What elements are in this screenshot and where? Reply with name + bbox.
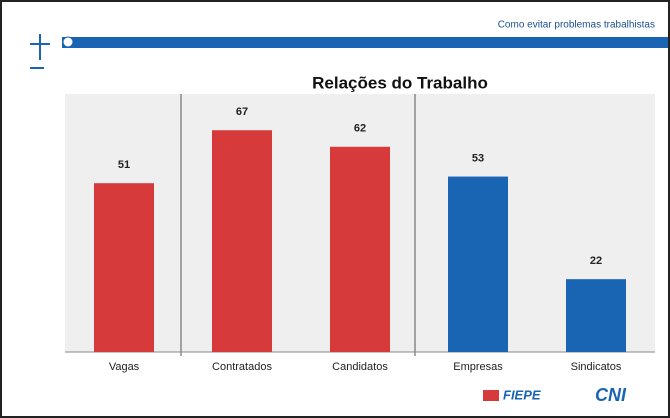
data-label: 62: [354, 123, 366, 135]
header-icon: [62, 36, 74, 48]
bar: [566, 279, 626, 352]
data-label: 22: [590, 255, 602, 267]
x-tick-label: Contratados: [212, 361, 272, 373]
x-tick-label: Vagas: [109, 361, 140, 373]
corner-decoration: [30, 34, 50, 69]
logo-cni: CNI: [595, 385, 627, 405]
header-subtitle: Como evitar problemas trabalhistas: [498, 20, 655, 31]
x-tick-label: Empresas: [453, 361, 503, 373]
bar: [212, 130, 272, 352]
data-label: 53: [472, 152, 484, 164]
logo-fiepe: FIEPE: [503, 387, 541, 402]
data-label: 51: [118, 159, 130, 171]
bar: [94, 183, 154, 352]
bar: [330, 146, 390, 352]
header-bar: [62, 37, 668, 48]
bar: [448, 176, 508, 352]
chart-title: Relações do Trabalho: [312, 73, 488, 92]
x-tick-label: Candidatos: [332, 361, 388, 373]
x-tick-label: Sindicatos: [571, 361, 622, 373]
data-label: 67: [236, 106, 248, 118]
logo-icon: [483, 390, 499, 401]
